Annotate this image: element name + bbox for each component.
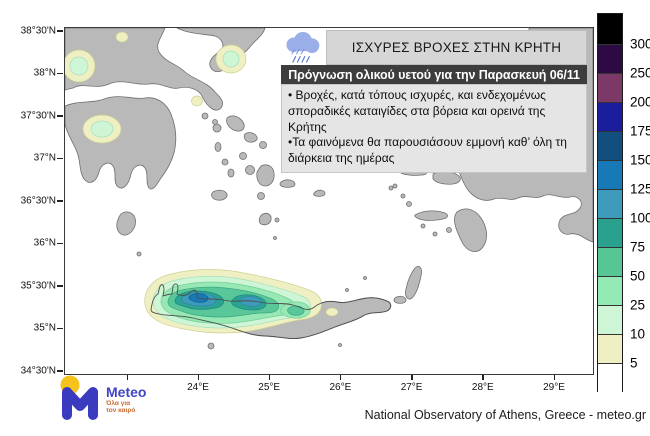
lon-tick-label: 24°E (187, 382, 209, 393)
colorbar-cell (598, 219, 622, 248)
bullet-2: •Τα φαινόμενα θα παρουσιάσουν εμμονή καθ… (288, 135, 567, 166)
lat-tick-label: 35°N (33, 322, 56, 334)
lat-tick-label: 36°N (33, 237, 56, 249)
lat-tick-label: 34°30'N (20, 365, 56, 377)
lat-tick-label: 38°30'N (20, 25, 56, 36)
colorbar-cell (598, 74, 622, 103)
lon-tick-label: 26°E (329, 382, 352, 393)
mainland-greece (65, 28, 223, 111)
logo-name: Meteo (106, 384, 147, 400)
colorbar-cell (598, 14, 622, 45)
colorbar-cell (598, 161, 622, 190)
colorbar-tick-label: 125 (630, 181, 650, 197)
lat-tick-label: 37°30'N (20, 110, 56, 122)
colorbar-cell (598, 306, 622, 335)
precipitation-colorbar: 300 250 200 175 150 125 100 75 50 25 10 5 (597, 13, 650, 393)
colorbar-tick-label: 50 (630, 268, 646, 284)
lon-tick-mark (126, 374, 129, 380)
crete-coastline (150, 283, 392, 339)
colorbar-tick-label: 100 (630, 210, 650, 226)
m-letter-icon (62, 387, 98, 420)
lon-tick-mark (339, 374, 342, 380)
colorbar-swatches (597, 13, 623, 393)
colorbar-tick-label: 5 (630, 355, 638, 371)
lon-tick-mark (197, 374, 199, 380)
lat-tick-label: 38°N (33, 67, 56, 79)
colorbar-tick-label: 150 (630, 152, 650, 168)
lon-tick-label: 29°E (543, 382, 565, 393)
lat-tick-mark (57, 115, 63, 117)
lon-tick-label: 28°E (471, 382, 494, 393)
colorbar-tick-label: 10 (630, 326, 646, 342)
lat-tick-mark (57, 157, 63, 160)
lon-tick-mark (411, 374, 413, 380)
bullet-1: • Βροχές, κατά τόπους ισχυρές, και ενδεχ… (288, 88, 546, 134)
panel-subtitle: Πρόγνωση ολικού υετού για την Παρασκευή … (281, 65, 587, 84)
lat-tick-mark (57, 242, 63, 245)
forecast-info-panel: ΙΣΧΥΡΕΣ ΒΡΟΧΕΣ ΣΤΗΝ ΚΡΗΤΗ Πρόγνωση ολικο… (278, 30, 587, 174)
colorbar-tick-label: 175 (630, 123, 650, 139)
meteo-logo-mark (60, 375, 98, 420)
lat-tick-mark (57, 200, 63, 202)
karpathos-island (405, 266, 422, 300)
lon-tick-mark (553, 374, 555, 380)
evia-island (176, 28, 266, 72)
colorbar-cell (598, 277, 622, 306)
lon-tick-mark (482, 374, 484, 380)
lat-tick-label: 35°30'N (20, 280, 56, 292)
lat-tick-mark (57, 327, 63, 330)
colorbar-tick-label: 200 (630, 94, 650, 110)
lon-tick-label: 27°E (400, 382, 423, 393)
lat-tick-mark (57, 285, 63, 287)
lat-tick-mark (57, 30, 63, 32)
kythira-island (116, 211, 136, 236)
colorbar-cell (598, 45, 622, 74)
lat-tick-mark (57, 72, 63, 75)
colorbar-tick-label: 75 (630, 239, 646, 255)
lat-tick-mark (57, 370, 63, 372)
colorbar-cell (598, 248, 622, 277)
lat-tick-label: 37°N (33, 152, 56, 164)
colorbar-cell (598, 190, 622, 219)
attribution-text: National Observatory of Athens, Greece -… (364, 408, 646, 422)
lon-tick-label: 25°E (258, 382, 281, 393)
meteo-logo: Meteo Όλα για τον καιρό (58, 375, 168, 421)
panel-bullets: • Βροχές, κατά τόπους ισχυρές, και ενδεχ… (281, 84, 587, 174)
saronic-islands (201, 112, 218, 125)
rhodes-island (454, 208, 487, 252)
colorbar-cell (598, 364, 622, 393)
lat-tick-label: 36°30'N (20, 195, 56, 207)
colorbar-tick-label: 300 (630, 36, 650, 52)
colorbar-tick-label: 25 (630, 297, 646, 313)
colorbar-tick-label: 250 (630, 65, 650, 81)
colorbar-cell (598, 132, 622, 161)
gavdos-island (207, 342, 215, 350)
rain-cloud-icon (278, 30, 326, 65)
antikythira-island (136, 251, 142, 257)
colorbar-cell (598, 335, 622, 364)
panel-title: ΙΣΧΥΡΕΣ ΒΡΟΧΕΣ ΣΤΗΝ ΚΡΗΤΗ (326, 30, 587, 65)
lon-tick-mark (268, 374, 271, 380)
kasos-island (393, 295, 407, 304)
logo-tagline: Όλα για τον καιρό (106, 400, 136, 415)
colorbar-cell (598, 103, 622, 132)
